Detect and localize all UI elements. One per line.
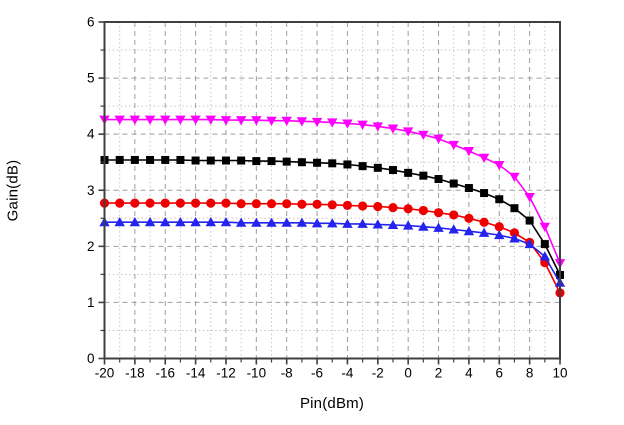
y-tick-label: 4 [87,127,95,142]
x-tick-label: -2 [372,366,384,381]
grid-major [104,22,560,359]
series-black-square [100,155,564,279]
y-tick-label: 0 [87,351,95,366]
y-tick-labels: 0 1 2 3 4 5 6 [87,15,95,367]
series-red-circle [99,198,565,298]
x-tick-label: -4 [341,366,353,381]
y-tick-label: 3 [87,183,95,198]
y-tick-label: 6 [87,15,95,30]
x-tick-label: 4 [465,366,473,381]
x-tick-label: -12 [216,366,236,381]
x-tick-label: -14 [186,366,206,381]
series-magenta-triangle-down [99,115,566,269]
x-tick-label: -18 [125,366,145,381]
axis-ticks [98,21,561,365]
x-tick-label: -10 [247,366,267,381]
x-axis-title: Pin(dBm) [299,395,365,412]
plot-frame [103,21,561,360]
x-tick-label: 2 [435,366,443,381]
x-tick-label: 0 [404,366,412,381]
y-tick-label: 2 [87,239,95,254]
x-tick-label: 8 [526,366,534,381]
y-axis-title: Gain(dB) [4,159,22,222]
x-tick-label: -8 [281,366,293,381]
x-tick-labels: -20 -18 -16 -14 -12 -10 -8 -6 -4 -2 0 2 4 6 8 10 [95,366,568,381]
x-tick-label: -6 [311,366,323,381]
x-tick-label: 6 [496,366,504,381]
y-tick-label: 1 [87,295,95,310]
x-tick-label: 10 [552,366,567,381]
x-tick-label: -16 [155,366,175,381]
x-tick-label: -20 [95,366,115,381]
y-tick-label: 5 [87,71,95,86]
